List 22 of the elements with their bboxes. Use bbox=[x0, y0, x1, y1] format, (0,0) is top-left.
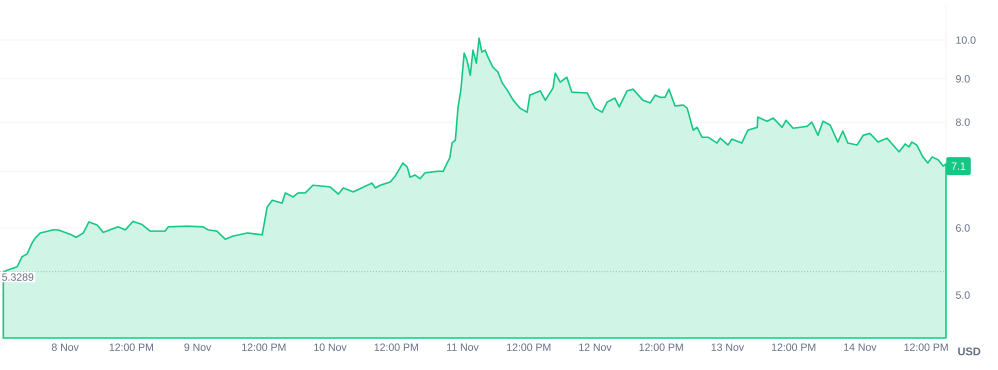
annotation: 7.1 bbox=[952, 162, 966, 170]
y-axis-title: USD bbox=[958, 348, 980, 356]
x-tick-label: 13 Nov bbox=[712, 344, 744, 351]
y-tick-label: 5.0 bbox=[956, 291, 970, 299]
x-tick-label: 10 Nov bbox=[314, 344, 347, 351]
x-tick-label: 12:00 PM bbox=[904, 344, 948, 351]
y-tick-label: 8.0 bbox=[956, 118, 970, 126]
x-tick-label: 12:00 PM bbox=[374, 344, 418, 351]
y-tick-label: 9.0 bbox=[956, 75, 970, 83]
ref-line-label: 5.3289 bbox=[2, 273, 34, 281]
x-tick-label: 12:00 PM bbox=[242, 344, 286, 351]
x-tick-label: 12:00 PM bbox=[772, 344, 816, 351]
y-tick-label: 6.0 bbox=[956, 224, 970, 232]
x-tick-label: 12:00 PM bbox=[110, 344, 153, 351]
x-tick-label: 9 Nov bbox=[184, 344, 212, 351]
x-tick-label: 12:00 PM bbox=[507, 344, 550, 351]
x-tick-label: 12:00 PM bbox=[640, 344, 683, 351]
x-tick-label: 8 Nov bbox=[52, 344, 79, 351]
x-tick-label: 11 Nov bbox=[447, 344, 479, 351]
x-tick-label: 14 Nov bbox=[844, 344, 876, 351]
x-tick-label: 12 Nov bbox=[579, 344, 612, 351]
y-tick-label: 10.0 bbox=[956, 36, 976, 44]
